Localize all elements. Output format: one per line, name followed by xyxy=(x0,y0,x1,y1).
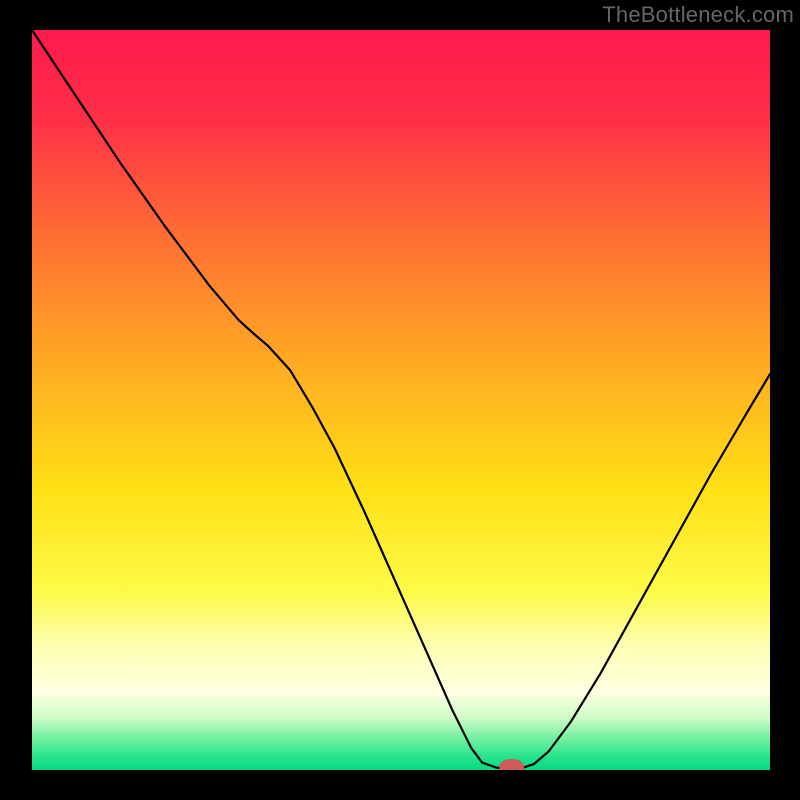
chart-frame: TheBottleneck.com xyxy=(0,0,800,800)
watermark-text: TheBottleneck.com xyxy=(602,2,794,28)
plot-area xyxy=(32,30,770,770)
gradient-background xyxy=(32,30,770,770)
bottleneck-chart-svg xyxy=(32,30,770,770)
